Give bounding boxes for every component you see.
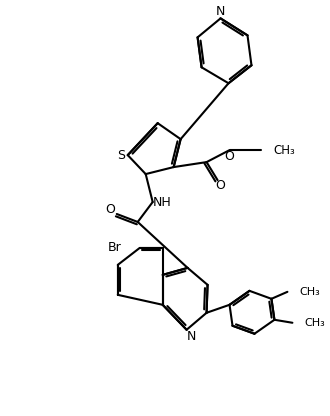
Text: Br: Br: [108, 241, 122, 255]
Text: N: N: [187, 330, 196, 343]
Text: CH₃: CH₃: [304, 318, 325, 328]
Text: NH: NH: [152, 196, 171, 208]
Text: O: O: [225, 150, 235, 163]
Text: N: N: [216, 5, 225, 18]
Text: S: S: [117, 149, 125, 161]
Text: CH₃: CH₃: [299, 287, 320, 297]
Text: O: O: [215, 178, 225, 191]
Text: O: O: [105, 203, 115, 216]
Text: CH₃: CH₃: [274, 144, 295, 156]
